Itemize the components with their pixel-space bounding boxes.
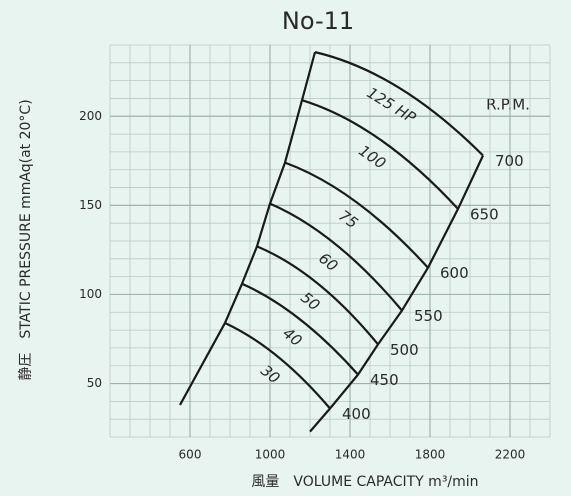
y-tick-label: 200 [79, 109, 102, 123]
x-tick-label: 1800 [415, 448, 446, 462]
rpm-label: 450 [370, 371, 399, 389]
performance-curve [301, 99, 459, 210]
y-tick-label: 100 [79, 287, 102, 301]
performance-curve [269, 202, 403, 312]
performance-curve [314, 51, 484, 157]
performance-curve [256, 245, 379, 346]
boundary-curve [179, 51, 317, 406]
y-axis-label: 静圧 STATIC PRESSURE mmAq(at 20°C) [18, 99, 34, 380]
x-tick-label: 600 [179, 448, 202, 462]
rpm-label: 400 [342, 405, 371, 423]
rpm-header: R.P.M. [486, 96, 530, 114]
rpm-label: 600 [440, 264, 469, 282]
rpm-label: 500 [390, 341, 419, 359]
rpm-label: 550 [414, 307, 443, 325]
boundary-curve [309, 155, 484, 433]
y-tick-label: 50 [87, 376, 102, 390]
y-tick-label: 150 [79, 198, 102, 212]
x-axis-label: 風量 VOLUME CAPACITY m³/min [251, 474, 478, 490]
x-tick-label: 2200 [495, 448, 526, 462]
chart-title: No-11 [282, 7, 354, 35]
x-tick-label: 1400 [335, 448, 366, 462]
rpm-label: 700 [495, 152, 524, 170]
rpm-label: 650 [470, 205, 499, 223]
performance-curve [224, 321, 331, 410]
performance-curve [284, 161, 429, 269]
performance-curve [241, 282, 359, 376]
x-tick-label: 1000 [255, 448, 286, 462]
